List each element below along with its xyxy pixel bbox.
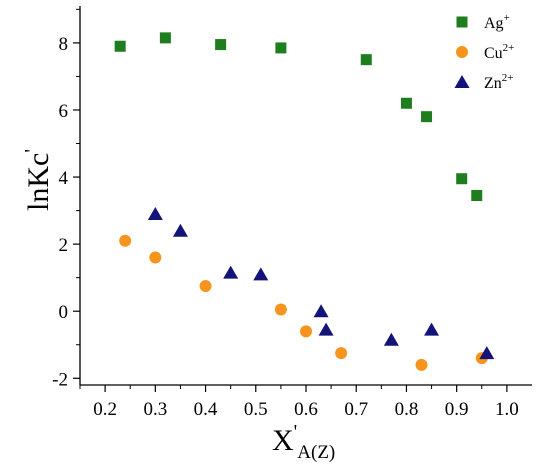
data-points xyxy=(114,32,495,371)
y-tick-label: 4 xyxy=(59,168,69,189)
ag-legend-charge: + xyxy=(504,12,510,24)
y-tick-label: 0 xyxy=(59,302,69,323)
zn-data-point xyxy=(383,332,399,346)
ag-legend-label: Ag+ xyxy=(484,12,510,32)
cu-data-point xyxy=(415,358,428,371)
zn-data-point xyxy=(318,322,334,336)
y-tick-label: -2 xyxy=(52,369,68,390)
cu-legend-marker xyxy=(456,46,468,58)
y-axis-title-main: lnKc xyxy=(22,153,55,211)
x-axis-title-prime: ' xyxy=(294,421,298,443)
cu-data-point xyxy=(149,251,162,264)
zn-legend-marker xyxy=(454,75,470,88)
ag-data-point xyxy=(421,111,433,123)
legend: Ag+Cu2+Zn2+ xyxy=(454,12,514,92)
zn-legend-charge: 2+ xyxy=(502,72,514,84)
ag-legend-marker xyxy=(456,16,468,28)
zn-data-point xyxy=(147,206,163,220)
tick-marks xyxy=(73,8,508,392)
ag-legend-name: Ag xyxy=(484,15,504,32)
x-axis-title: X'A(Z) xyxy=(272,421,335,463)
zn-legend-name: Zn xyxy=(484,75,502,92)
x-tick-label: 0.7 xyxy=(344,399,368,420)
x-tick-label: 0.2 xyxy=(93,399,117,420)
zn-data-point xyxy=(313,304,329,318)
zn-data-point xyxy=(223,265,239,279)
x-tick-label: 0.5 xyxy=(244,399,268,420)
x-tick-label: 0.6 xyxy=(294,399,318,420)
x-tick-label: 0.9 xyxy=(445,399,469,420)
x-axis-title-main: X xyxy=(272,424,294,457)
cu-data-point xyxy=(119,234,132,247)
ag-data-point xyxy=(159,32,171,44)
zn-data-point xyxy=(253,267,269,281)
cu-data-point xyxy=(199,280,212,293)
cu-data-point xyxy=(274,303,287,316)
y-tick-label: 8 xyxy=(59,34,69,55)
y-axis-title-prime: ' xyxy=(21,149,43,153)
y-axis-title: lnKc' xyxy=(21,149,55,211)
zn-legend-label: Zn2+ xyxy=(484,72,514,92)
zn-data-point xyxy=(424,322,440,336)
tick-labels: 0.2 0.3 0.4 0.5 0.6 0.7 0.8 0.9 1.0 -2 0 2 4 6 8 xyxy=(52,34,519,420)
ag-data-point xyxy=(114,40,126,52)
y-tick-label: 6 xyxy=(59,101,69,122)
ag-data-point xyxy=(360,54,372,66)
x-tick-label: 0.4 xyxy=(194,399,218,420)
cu-data-point xyxy=(300,325,312,338)
y-tick-label: 2 xyxy=(59,235,69,256)
ag-data-point xyxy=(275,42,287,54)
x-axis-title-sub: A(Z) xyxy=(297,442,335,463)
ag-data-point xyxy=(400,97,412,109)
ag-data-point xyxy=(471,190,483,201)
zn-data-point xyxy=(479,346,495,360)
ag-data-point xyxy=(456,173,468,185)
cu-legend-label: Cu2+ xyxy=(484,42,514,62)
cu-data-point xyxy=(335,347,348,360)
x-tick-label: 0.3 xyxy=(143,399,167,420)
ag-data-point xyxy=(215,39,227,51)
cu-legend-name: Cu xyxy=(484,45,503,62)
cu-legend-charge: 2+ xyxy=(503,42,515,54)
x-tick-label: 0.8 xyxy=(395,399,419,420)
zn-data-point xyxy=(172,223,188,237)
x-tick-label: 1.0 xyxy=(495,399,519,420)
